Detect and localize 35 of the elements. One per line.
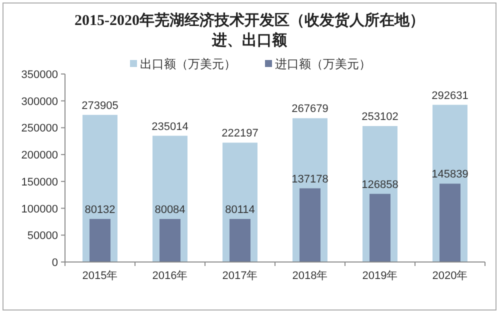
y-tick-label: 200000 bbox=[21, 150, 58, 162]
x-tick-label: 2019年 bbox=[362, 270, 398, 282]
data-label: 80114 bbox=[225, 204, 255, 216]
y-tick-label: 250000 bbox=[21, 122, 58, 135]
y-tick-label: 350000 bbox=[21, 69, 58, 81]
y-tick-label: 50000 bbox=[27, 230, 58, 242]
y-tick-label: 150000 bbox=[21, 176, 58, 188]
data-label: 80132 bbox=[84, 204, 116, 216]
legend-label: 出口额（万美元） bbox=[140, 57, 236, 71]
data-label: 273905 bbox=[82, 100, 118, 112]
bar bbox=[370, 194, 390, 262]
x-tick-label: 2018年 bbox=[292, 270, 328, 282]
y-tick-label: 100000 bbox=[21, 203, 58, 216]
chart-title: 2015-2020年芜湖经济技术开发区（收发货人所在地）进、出口额 bbox=[74, 11, 424, 49]
bar bbox=[300, 188, 320, 262]
bar bbox=[160, 218, 180, 262]
bar bbox=[90, 218, 110, 262]
data-label: 222197 bbox=[222, 128, 258, 140]
data-label: 292631 bbox=[432, 90, 468, 102]
data-label: 145839 bbox=[432, 168, 468, 181]
x-tick-label: 2017年 bbox=[222, 270, 258, 282]
legend-label: 进口额（万美元） bbox=[275, 57, 371, 71]
x-tick-label: 2016年 bbox=[152, 270, 188, 282]
x-tick-label: 2020年 bbox=[432, 270, 468, 282]
x-tick-label: 2015年 bbox=[82, 270, 118, 282]
data-label: 267679 bbox=[292, 103, 328, 116]
data-label: 235014 bbox=[152, 120, 188, 133]
data-label: 80084 bbox=[154, 204, 186, 216]
y-tick-label: 0 bbox=[52, 257, 58, 269]
bar bbox=[230, 218, 250, 262]
data-label: 253102 bbox=[362, 111, 398, 124]
data-label: 137178 bbox=[292, 173, 328, 186]
data-label: 126858 bbox=[362, 178, 398, 191]
bar bbox=[440, 184, 460, 262]
y-tick-label: 300000 bbox=[21, 96, 58, 108]
